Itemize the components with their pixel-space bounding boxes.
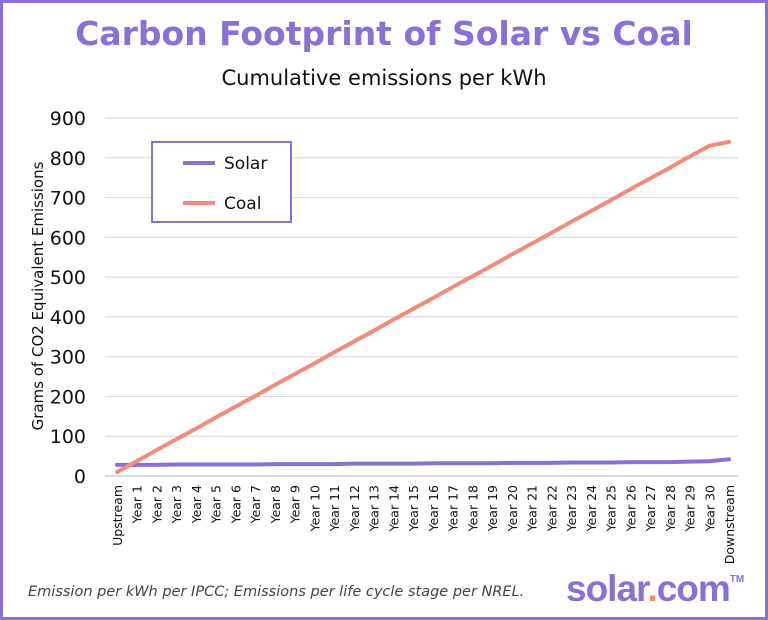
x-tick-label: Year 27: [643, 485, 658, 532]
x-tick-label: Year 25: [604, 485, 619, 532]
x-tick-label: Year 21: [525, 485, 540, 532]
y-tick-label: 800: [50, 148, 86, 170]
y-axis-label: Grams of CO2 Equivalent Emissions: [29, 161, 47, 430]
chart-title: Carbon Footprint of Solar vs Coal: [75, 14, 693, 53]
x-tick-label: Year 2: [149, 485, 164, 524]
x-tick-label: Year 12: [347, 485, 362, 532]
x-tick-label: Year 30: [702, 485, 717, 532]
y-tick-label: 400: [50, 307, 86, 329]
y-tick-label: 900: [50, 108, 86, 130]
y-tick-label: 200: [50, 386, 86, 408]
x-tick-label: Year 1: [130, 485, 145, 524]
x-tick-label: Year 28: [663, 485, 678, 532]
y-tick-label: 500: [50, 267, 86, 289]
x-tick-label: Year 7: [248, 485, 263, 524]
y-tick-label: 300: [50, 347, 86, 369]
x-tick-label: Year 5: [209, 485, 224, 524]
x-tick-label: Year 8: [268, 485, 283, 524]
legend-label-coal: Coal: [224, 194, 261, 214]
chart-subtitle: Cumulative emissions per kWh: [221, 66, 547, 90]
x-tick-label: Year 29: [683, 485, 698, 532]
x-tick-label: Year 26: [623, 485, 638, 532]
legend-label-solar: Solar: [224, 154, 267, 174]
x-tick-label: Year 6: [228, 485, 243, 524]
y-tick-label: 600: [50, 227, 86, 249]
x-tick-label: Year 14: [386, 485, 401, 532]
source-footnote: Emission per kWh per IPCC; Emissions per…: [28, 584, 525, 600]
x-tick-label: Year 19: [485, 485, 500, 532]
x-tick-label: Year 9: [288, 485, 303, 524]
x-tick-label: Year 20: [505, 485, 520, 532]
x-tick-label: Year 23: [564, 485, 579, 532]
y-tick-label: 100: [50, 426, 86, 448]
y-tick-label: 0: [74, 466, 86, 488]
x-tick-label: Year 22: [544, 485, 559, 532]
x-tick-label: Year 18: [465, 485, 480, 532]
x-tick-label: Year 13: [367, 485, 382, 532]
x-tick-label: Year 11: [327, 485, 342, 532]
y-tick-label: 700: [50, 188, 86, 210]
x-tick-label: Year 10: [307, 485, 322, 532]
x-tick-label: Upstream: [110, 485, 125, 546]
series-line-coal: [115, 139, 731, 475]
series-line-solar: [115, 457, 731, 467]
x-tick-label: Downstream: [722, 485, 737, 564]
solar-com-logo: solar.comTM: [566, 568, 745, 609]
x-tick-label: Year 3: [169, 485, 184, 524]
x-tick-label: Year 24: [584, 485, 599, 532]
x-tick-label: Year 4: [189, 485, 204, 524]
x-tick-label: Year 15: [406, 485, 421, 532]
x-tick-label: Year 16: [426, 485, 441, 532]
legend-box: [151, 141, 292, 223]
x-tick-label: Year 17: [446, 485, 461, 532]
